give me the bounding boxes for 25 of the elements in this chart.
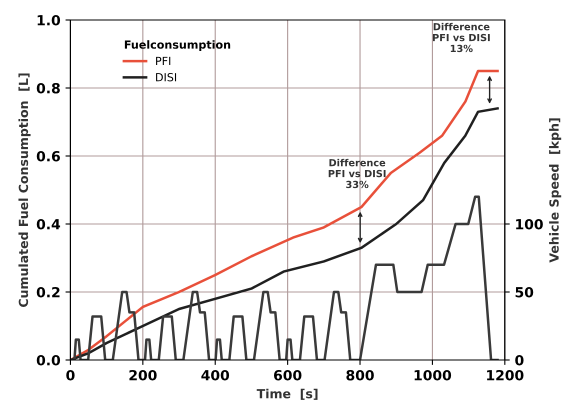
y2-tick-label: 0 xyxy=(515,354,524,366)
legend-label: PFI xyxy=(156,56,170,65)
y-tick-label: 0.8 xyxy=(36,82,60,94)
x-tick-label: 600 xyxy=(274,370,302,380)
x-tick-label: 800 xyxy=(346,370,374,380)
annotation: Difference PFI vs DISI 13% xyxy=(432,22,490,52)
y2-tick-label: 50 xyxy=(516,286,534,298)
annotation: Difference PFI vs DISI 33% xyxy=(328,158,386,188)
x-tick-label: 200 xyxy=(129,370,157,380)
y-tick-label: 0.4 xyxy=(36,218,60,230)
y-tick-label: 0.2 xyxy=(36,286,60,298)
y-tick-label: 1.0 xyxy=(38,14,60,26)
legend-label: DISI xyxy=(156,73,176,82)
y-tick-label: 0.0 xyxy=(36,354,60,366)
x-tick-label: 1000 xyxy=(414,370,452,380)
x-tick-label: 1200 xyxy=(487,370,524,380)
line-series xyxy=(70,196,499,360)
y-tick-label: 0.6 xyxy=(36,150,60,162)
y-axis-title: Cumulated Fuel Consumption [L] xyxy=(18,73,31,307)
y2-axis-title: Vehicle Speed [kph] xyxy=(549,118,562,263)
legend-title: Fuelconsumption xyxy=(124,40,230,51)
x-tick-label: 400 xyxy=(201,370,230,380)
y2-tick-label: 100 xyxy=(516,218,543,230)
x-axis-title: Time [s] xyxy=(256,388,318,400)
x-tick-label: 0 xyxy=(66,370,75,380)
